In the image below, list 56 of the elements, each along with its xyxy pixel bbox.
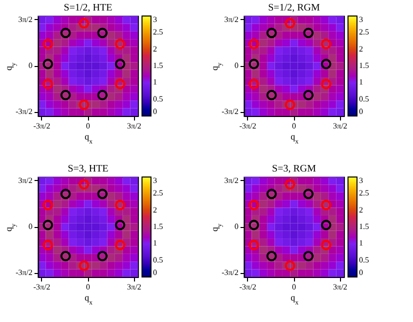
color-bar-label: 2.5 — [359, 28, 369, 37]
y-tick-label: 3π/2 — [224, 14, 238, 24]
y-tick-label: 0 — [234, 61, 238, 70]
color-bar-label: 3 — [359, 15, 363, 24]
color-bar-label: 3 — [153, 176, 157, 185]
color-bar-label: 2 — [359, 44, 363, 54]
color-bar-label: 3 — [359, 176, 363, 185]
color-bar-label: 1 — [153, 238, 157, 248]
x-tick-label: 0 — [86, 282, 90, 292]
y-tick-label: -3π/2 — [16, 268, 32, 278]
x-tick-label: 3π/2 — [127, 282, 142, 292]
y-tick-label: -3π/2 — [222, 107, 238, 116]
x-tick-label: 3π/2 — [127, 122, 142, 130]
y-tick-label: 3π/2 — [224, 176, 238, 185]
chart-title: S=3, RGM — [272, 163, 316, 174]
color-bar-label: 1 — [359, 78, 363, 87]
x-axis-title: q$_{x}$ — [290, 132, 300, 145]
color-bar-label: 0.5 — [153, 94, 163, 104]
color-bar-label: 0.5 — [359, 94, 369, 104]
x-axis-title: q$_{x}$ — [84, 292, 94, 306]
x-tick-label: 0 — [292, 282, 296, 292]
x-axis-title: q$_{x}$ — [84, 132, 94, 145]
color-bar-label: 2 — [153, 44, 157, 54]
y-tick-label: 0 — [234, 222, 238, 231]
color-bar-label: 0 — [153, 268, 157, 277]
color-bar-label: 2.5 — [153, 28, 163, 37]
chart-title: S=1/2, RGM — [268, 2, 320, 14]
chart-title: S=1/2, HTE — [64, 2, 112, 14]
y-tick-label: 0 — [28, 61, 32, 70]
color-bar-label: 2.5 — [153, 188, 163, 198]
color-bar-label: 3 — [153, 15, 157, 24]
color-bar-label: 1.5 — [153, 222, 163, 231]
x-tick-label: 3π/2 — [333, 122, 348, 130]
x-axis-title: q$_{x}$ — [290, 292, 300, 306]
x-tick-label: 0 — [86, 122, 90, 130]
color-bar-label: 1.5 — [359, 222, 369, 231]
color-bar-label: 2 — [359, 205, 363, 214]
color-bar-label: 0.5 — [153, 255, 163, 264]
y-tick-label: 3π/2 — [18, 176, 32, 185]
color-bar-label: 2 — [153, 205, 157, 214]
color-bar-label: 0 — [153, 107, 157, 116]
x-tick-label: 3π/2 — [333, 282, 348, 292]
color-bar-label: 0.5 — [359, 255, 369, 264]
color-bar-label: 0 — [359, 107, 363, 116]
y-tick-label: 0 — [28, 222, 32, 231]
chart-title: S=3, HTE — [68, 163, 108, 174]
x-tick-label: 0 — [292, 122, 296, 130]
color-bar-label: 1.5 — [359, 61, 369, 70]
color-bar-label: 2.5 — [359, 188, 369, 198]
color-bar-label: 1.5 — [153, 61, 163, 70]
color-bar-label: 1 — [359, 238, 363, 248]
y-tick-label: 3π/2 — [18, 14, 32, 24]
y-tick-label: -3π/2 — [16, 107, 32, 116]
color-bar-label: 1 — [153, 78, 157, 87]
y-tick-label: -3π/2 — [222, 268, 238, 278]
color-bar-label: 0 — [359, 268, 363, 277]
